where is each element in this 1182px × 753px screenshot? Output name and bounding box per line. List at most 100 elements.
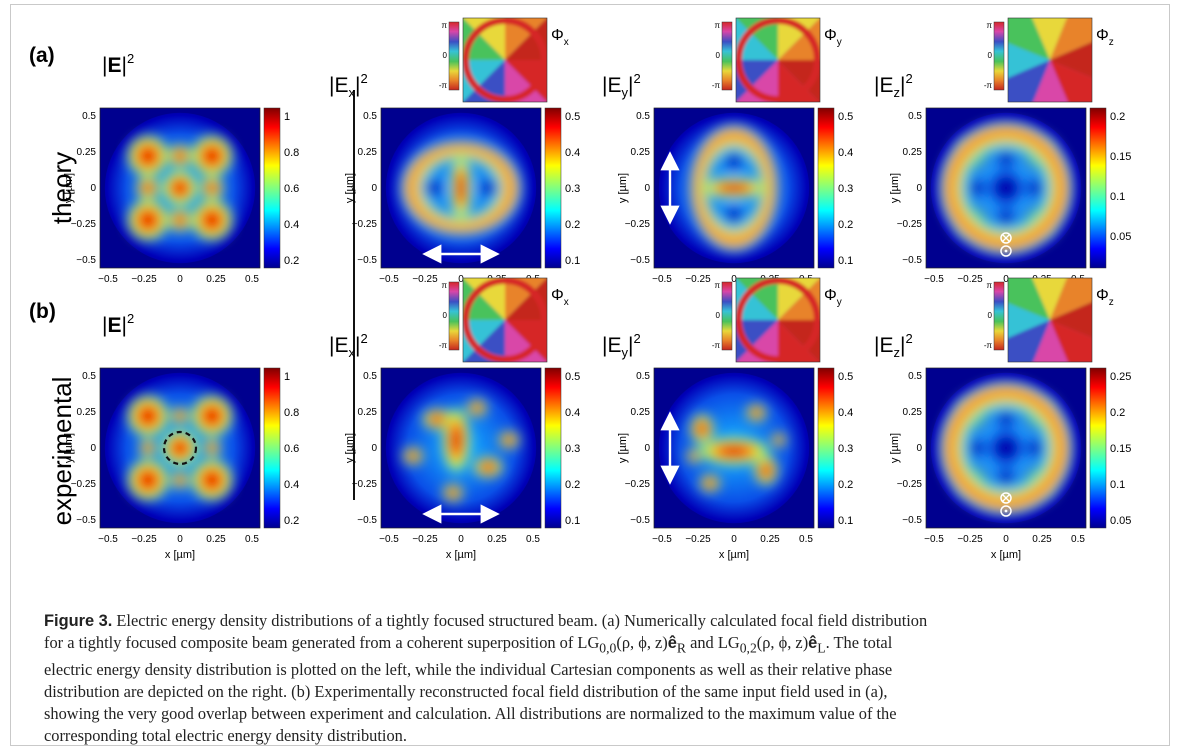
x-tick-label: 0.5 [526, 534, 540, 545]
title-superscript: 2 [127, 51, 134, 66]
y-tick-label: 0 [644, 183, 650, 194]
phase-sectors [1008, 278, 1092, 362]
y-tick-label: 0.5 [636, 371, 650, 382]
colorbar-tick-label: 0.3 [838, 443, 853, 455]
dot [1004, 249, 1008, 253]
colorbar-tick-label: 0.6 [284, 183, 299, 195]
phase-sector [778, 278, 820, 320]
colorbar-tick-label: 0.05 [1110, 231, 1131, 243]
dot [1004, 509, 1008, 513]
x-tick-label: −0.25 [412, 534, 438, 545]
cross-stroke [1002, 494, 1010, 502]
plot-frame [380, 107, 542, 269]
phase-sector [1008, 320, 1050, 362]
title-base: |E [874, 334, 893, 357]
phase-sector [736, 18, 778, 60]
y-tick-label: −0.25 [352, 479, 378, 490]
x-tick-label: 0.25 [487, 534, 507, 545]
intensity-lobes [125, 393, 235, 503]
phase-colorbar [993, 281, 1005, 351]
panel-title: |Ey|2 [602, 331, 641, 360]
y-tick-label: 0.25 [358, 147, 378, 158]
y-tick-label: 0 [916, 443, 922, 454]
phase-sectors-inner [463, 18, 547, 102]
y-tick-label: −0.25 [897, 219, 923, 230]
x-tick-label: −0.25 [957, 534, 983, 545]
intensity-lobe [465, 398, 489, 418]
colorbar-tick-label: 0.3 [838, 183, 853, 195]
intensity-hole [993, 464, 1019, 490]
panel-title: |E|2 [102, 51, 134, 77]
intensity-hole [721, 148, 747, 174]
phase-label: Φy [824, 27, 842, 48]
title-subscript: y [621, 345, 628, 360]
caption-lg2-args: (ρ, ϕ, z) [756, 633, 809, 652]
y-tick-label: 0.25 [903, 407, 923, 418]
figure-frame: (a) (b) theory experimental |E|2 −0.5 −0.5… [10, 4, 1170, 746]
phase-sector [1050, 302, 1092, 337]
intensity-hole [980, 422, 1032, 474]
y-tick-label: −0.5 [902, 515, 922, 526]
row-label-experimental: experimental [47, 377, 77, 526]
corner-lobe [125, 197, 171, 243]
y-tick-label: 0.25 [77, 407, 97, 418]
x-tick-label: 0.25 [760, 534, 780, 545]
y-axis-label: y [µm] [889, 433, 901, 463]
phase-sector [1050, 60, 1092, 102]
colorbar-tick-label: 0.25 [1110, 371, 1131, 383]
y-tick-label: 0 [90, 183, 96, 194]
side-lobe [170, 470, 190, 490]
intensity-hole [1022, 435, 1048, 461]
title-bar: | [900, 74, 905, 97]
colorbar-tick-label: 0.4 [284, 219, 299, 231]
intensity-colorbar [263, 107, 281, 269]
phase-tick-label: -π [712, 81, 721, 90]
colorbar-tick-label: 0.5 [565, 111, 580, 123]
phase-map-inset [1007, 277, 1093, 363]
colorbar-tick-label: 0.5 [838, 111, 853, 123]
phase-sector [463, 18, 505, 60]
x-axis-label: x [µm] [446, 549, 476, 561]
phase-sector [1032, 18, 1067, 60]
y-tick-label: 0.5 [82, 111, 96, 122]
phase-sector [1050, 278, 1092, 320]
x-tick-label: 0 [458, 274, 464, 285]
colorbar-tick-label: 0.2 [838, 479, 853, 491]
phase-subscript: y [837, 37, 842, 48]
dashed-circle-marker [162, 430, 198, 466]
phase-subscript: x [564, 297, 569, 308]
phase-label: Φx [551, 287, 569, 308]
phase-sectors-inner [736, 18, 820, 102]
x-axis-label: x [µm] [991, 549, 1021, 561]
phase-colorbar [721, 281, 733, 351]
intensity-lobe [441, 483, 465, 503]
colorbar-tick-label: 0.1 [838, 255, 853, 267]
phase-sector [778, 60, 820, 102]
phase-sector [1033, 60, 1068, 102]
caption-label: Figure 3. [44, 612, 113, 630]
y-tick-label: 0 [90, 443, 96, 454]
intensity-hole [993, 204, 1019, 230]
caption-line-2: for a tightly focused composite beam gen… [44, 633, 600, 652]
panels-container: |E|2−0.5−0.5−0.25−0.25000.250.250.50.5y … [63, 17, 1131, 561]
intensity-colorbar [1089, 367, 1107, 529]
cross-stroke [1002, 234, 1010, 242]
title-bar: | [102, 54, 107, 77]
phase-sectors [1008, 18, 1092, 102]
colorbar-tick-label: 0.2 [1110, 407, 1125, 419]
colorbar-tick-label: 0.1 [1110, 479, 1125, 491]
corner-lobe [125, 457, 171, 503]
intensity-lobe [698, 473, 722, 493]
side-lobe [167, 143, 193, 169]
y-axis-label: y [µm] [617, 433, 629, 463]
phase-subscript: z [1109, 37, 1114, 48]
intensity-hole [475, 175, 502, 201]
phase-sector [505, 320, 547, 362]
intensity-hole [721, 202, 747, 228]
phase-sector [736, 18, 778, 60]
phase-tick-label: 0 [716, 311, 721, 320]
intensity-colorbar [817, 107, 835, 269]
colorbar-tick-label: 0.1 [838, 515, 853, 527]
intensity-lobes [686, 403, 787, 493]
y-tick-label: 0.25 [631, 407, 651, 418]
